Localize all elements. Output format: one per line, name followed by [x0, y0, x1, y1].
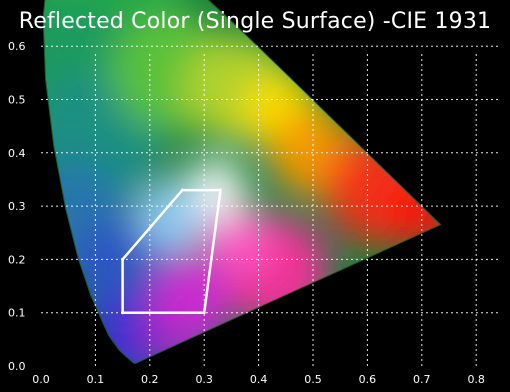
y-tick-label: 0.1: [8, 307, 26, 320]
grid-lines: [41, 45, 500, 366]
y-tick-label: 0.3: [8, 200, 26, 213]
polygon-series: [121, 188, 223, 315]
x-tick-label: 0.2: [141, 373, 159, 386]
chart-title: Reflected Color (Single Surface) -CIE 19…: [18, 9, 492, 34]
y-tick-label: 0.2: [8, 253, 26, 266]
y-tick-label: 0.4: [8, 147, 26, 160]
x-tick-label: 0.4: [250, 373, 268, 386]
polygon-vertex: [121, 257, 125, 261]
x-tick-label: 0.6: [359, 373, 377, 386]
y-axis-ticks: 0.00.10.20.30.40.50.60.70.8: [8, 40, 26, 373]
y-tick-label: 0.0: [8, 360, 26, 373]
x-tick-label: 0.0: [32, 373, 50, 386]
x-axis-ticks: 0.0 0.1 0.2 0.3 0.4 0.5 0.6 0.7 0.8: [32, 373, 485, 386]
polygon-vertex: [180, 188, 184, 192]
polygon-vertex: [121, 311, 125, 315]
gamut-polygon: [121, 188, 222, 314]
polygon-vertex: [202, 311, 206, 315]
x-tick-label: 0.7: [413, 373, 431, 386]
x-tick-label: 0.5: [304, 373, 322, 386]
x-tick-label: 0.1: [87, 373, 105, 386]
y-tick-label: 0.5: [8, 94, 26, 107]
polygon-vertex: [219, 188, 223, 192]
x-tick-label: 0.3: [195, 373, 213, 386]
x-tick-label: 0.8: [467, 373, 485, 386]
y-tick-label: 0.6: [8, 40, 26, 53]
